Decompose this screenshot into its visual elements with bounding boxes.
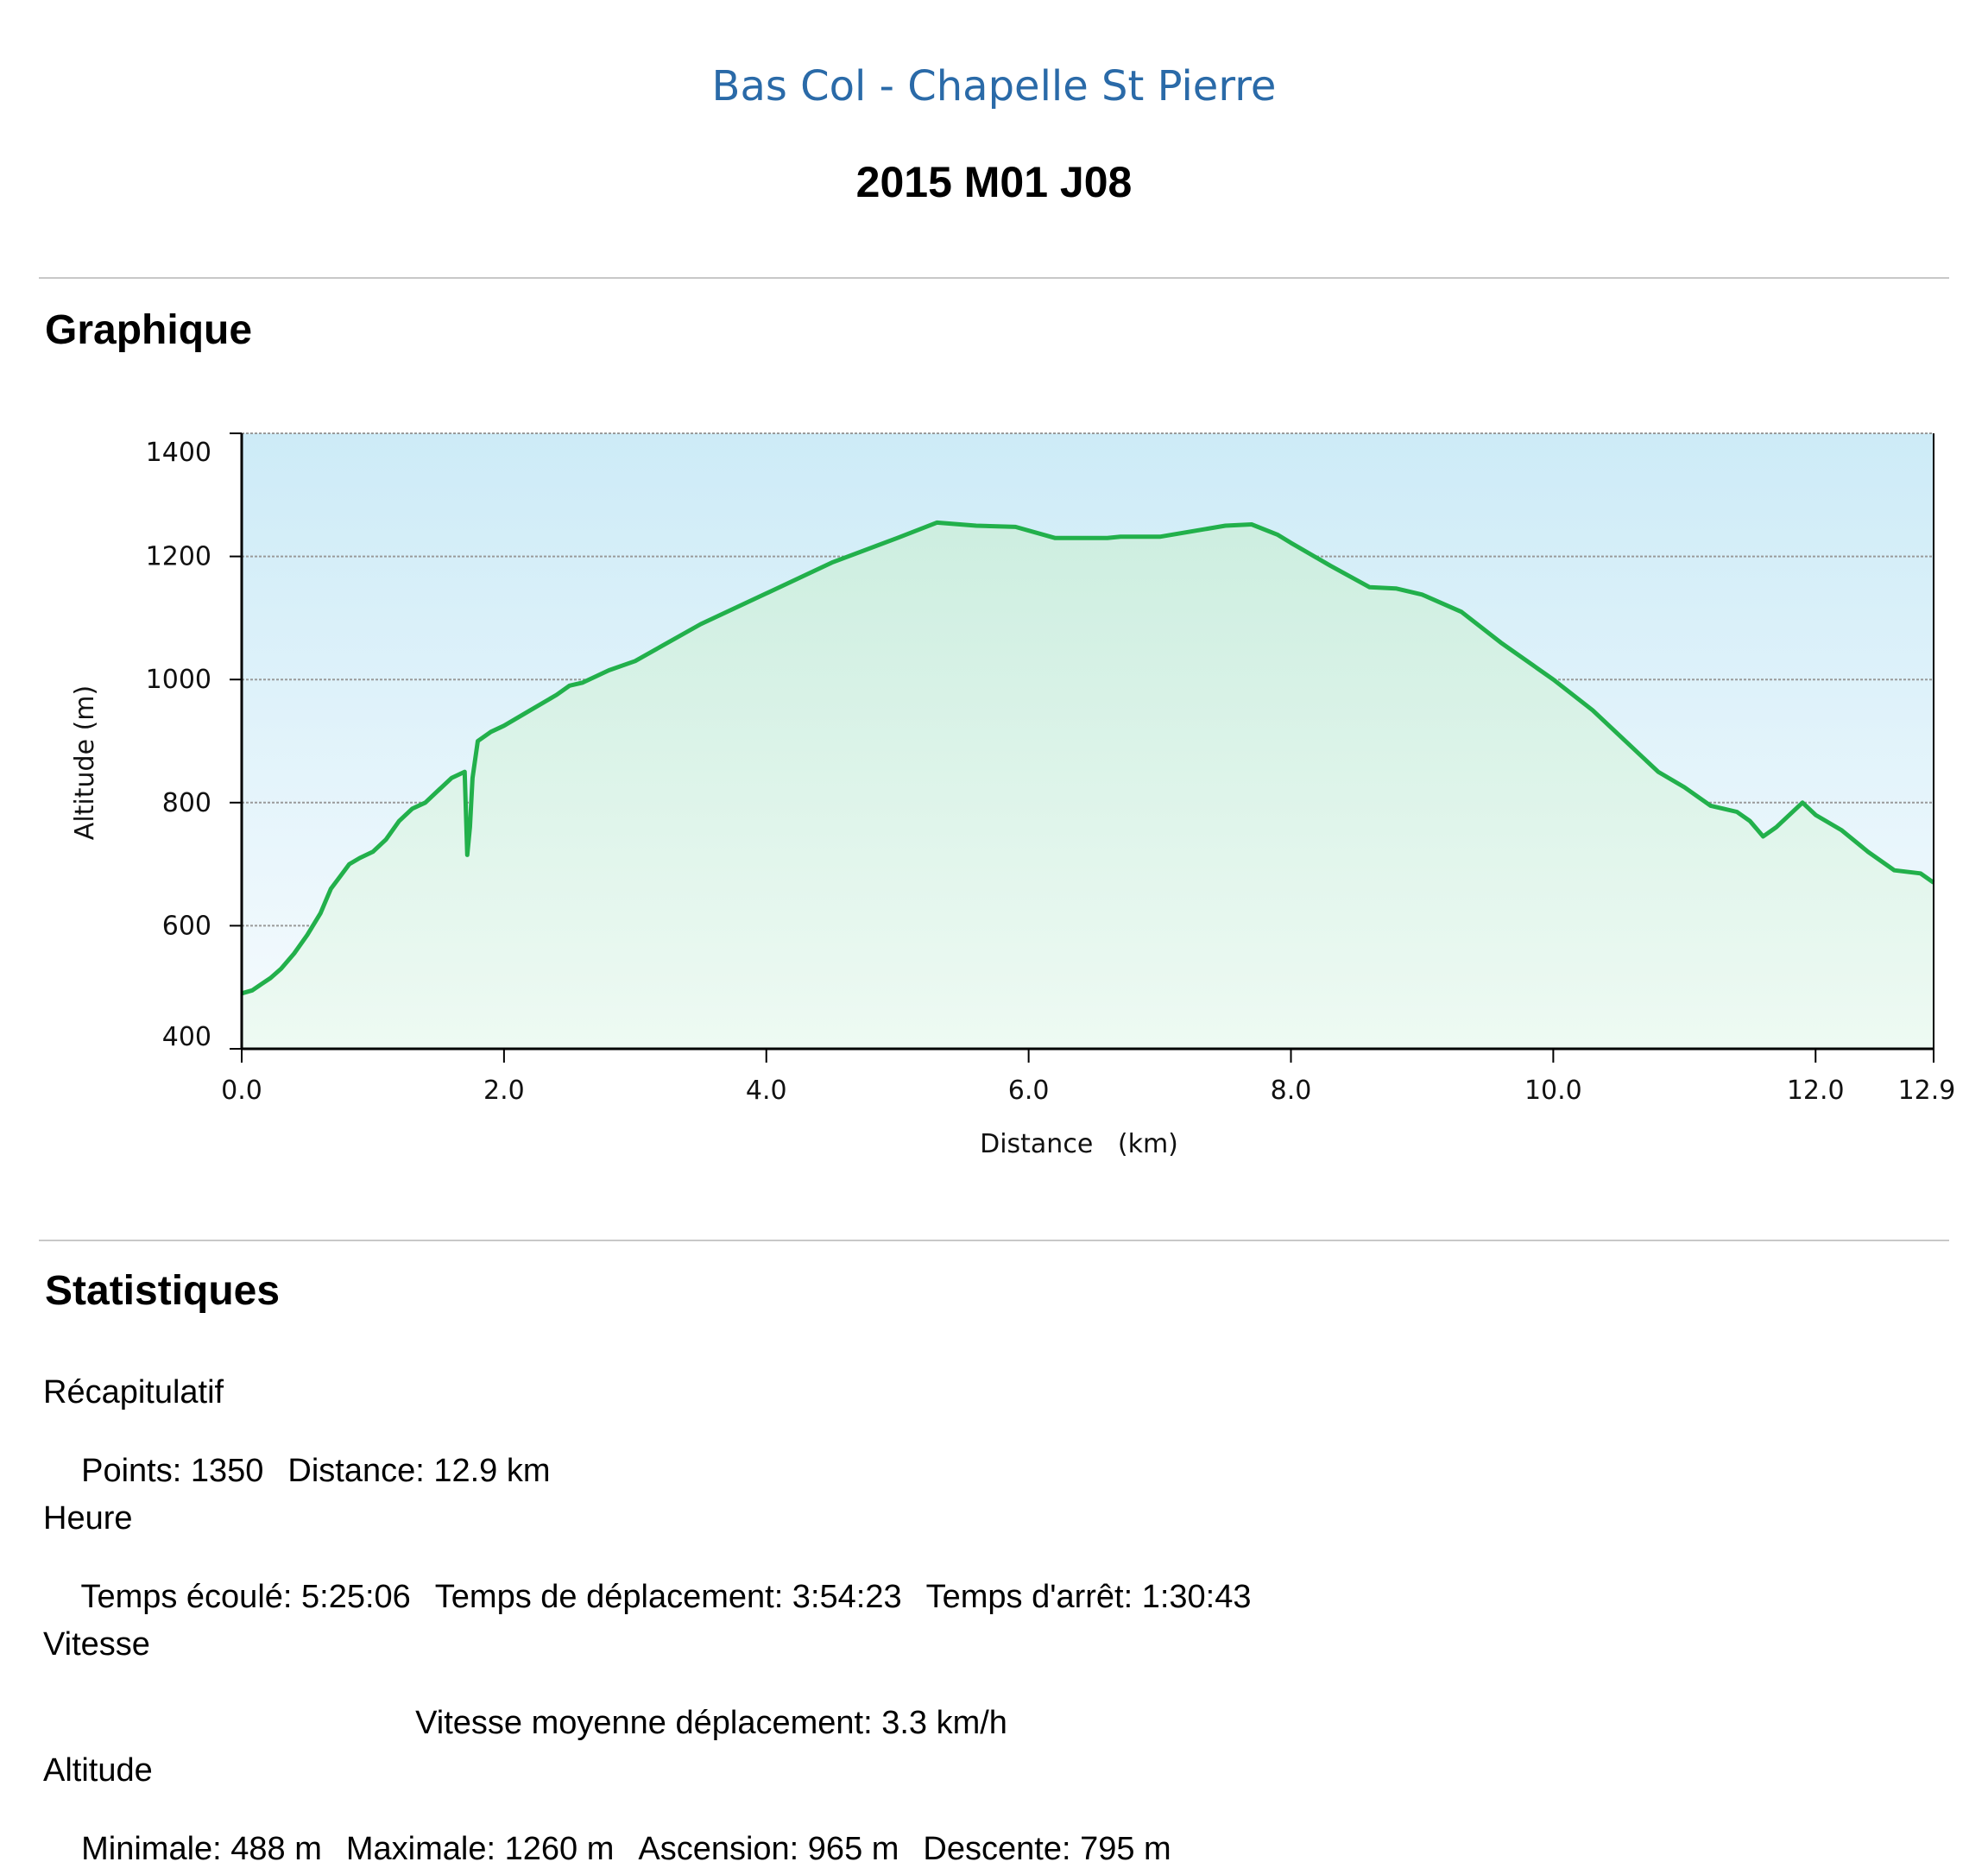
x-tick-label: 10.0 — [1524, 1076, 1582, 1106]
elapsed-time: Temps écoulé: 5:25:06 — [80, 1579, 411, 1615]
x-tick-label: 8.0 — [1271, 1076, 1312, 1106]
x-tick-label: 6.0 — [1008, 1076, 1050, 1106]
elevation-chart: 0.0 2.0 4.0 6.0 8.0 10.0 12.0 12.9 400 600 800 100… — [70, 432, 1955, 1159]
distance-value: Distance: 12.9 km — [287, 1453, 551, 1489]
x-axis-label: Distance (km) — [980, 1129, 1178, 1159]
divider — [39, 1240, 1949, 1241]
time-line: Temps écoulé: 5:25:06 Temps de déplacemen… — [63, 1542, 1276, 1616]
y-tick-label: 1000 — [146, 665, 211, 695]
moving-time: Temps de déplacement: 3:54:23 — [434, 1579, 902, 1615]
divider — [39, 277, 1949, 279]
x-ticks: 0.0 2.0 4.0 6.0 8.0 10.0 12.0 12.9 — [221, 1049, 1955, 1106]
y-ticks: 400 600 800 1000 1200 1400 — [146, 432, 242, 1052]
y-tick-label: 400 — [162, 1022, 211, 1052]
chart-section-heading: Graphique — [45, 307, 253, 353]
speed-line: Vitesse moyenne déplacement: 3.3 km/h — [397, 1668, 1007, 1742]
time-title: Heure — [43, 1500, 133, 1537]
max-altitude: Maximale: 1260 m — [345, 1831, 615, 1867]
speed-title: Vitesse — [43, 1626, 150, 1663]
elevation-area — [242, 522, 1934, 1049]
y-tick-label: 1200 — [146, 542, 211, 572]
points-value: Points: 1350 — [81, 1453, 264, 1489]
y-tick-label: 1400 — [146, 438, 211, 468]
ascent-value: Ascension: 965 m — [638, 1831, 899, 1867]
altitude-title: Altitude — [43, 1752, 153, 1789]
stopped-time: Temps d'arrêt: 1:30:43 — [925, 1579, 1252, 1615]
x-tick-label: 0.0 — [221, 1076, 262, 1106]
date-title: 2015 M01 J08 — [855, 158, 1133, 206]
y-axis-label: Altitude (m) — [70, 685, 100, 840]
moving-speed: Vitesse moyenne déplacement: 3.3 km/h — [415, 1705, 1007, 1741]
x-tick-label: 2.0 — [483, 1076, 525, 1106]
y-tick-label: 800 — [162, 788, 211, 818]
recap-line: Points: 1350 Distance: 12.9 km — [63, 1416, 575, 1490]
x-tick-label: 12.9 — [1898, 1076, 1956, 1106]
recap-title: Récapitulatif — [43, 1374, 224, 1410]
altitude-line: Minimale: 488 m Maximale: 1260 m Ascension… — [63, 1794, 1196, 1868]
stats-section-heading: Statistiques — [45, 1268, 281, 1314]
min-altitude: Minimale: 488 m — [81, 1831, 322, 1867]
descent-value: Descente: 795 m — [923, 1831, 1171, 1867]
route-title: Bas Col - Chapelle St Pierre — [711, 62, 1277, 110]
x-tick-label: 4.0 — [746, 1076, 787, 1106]
elevation-line — [241, 520, 1935, 996]
y-tick-label: 600 — [162, 911, 211, 941]
x-tick-label: 12.0 — [1787, 1076, 1845, 1106]
